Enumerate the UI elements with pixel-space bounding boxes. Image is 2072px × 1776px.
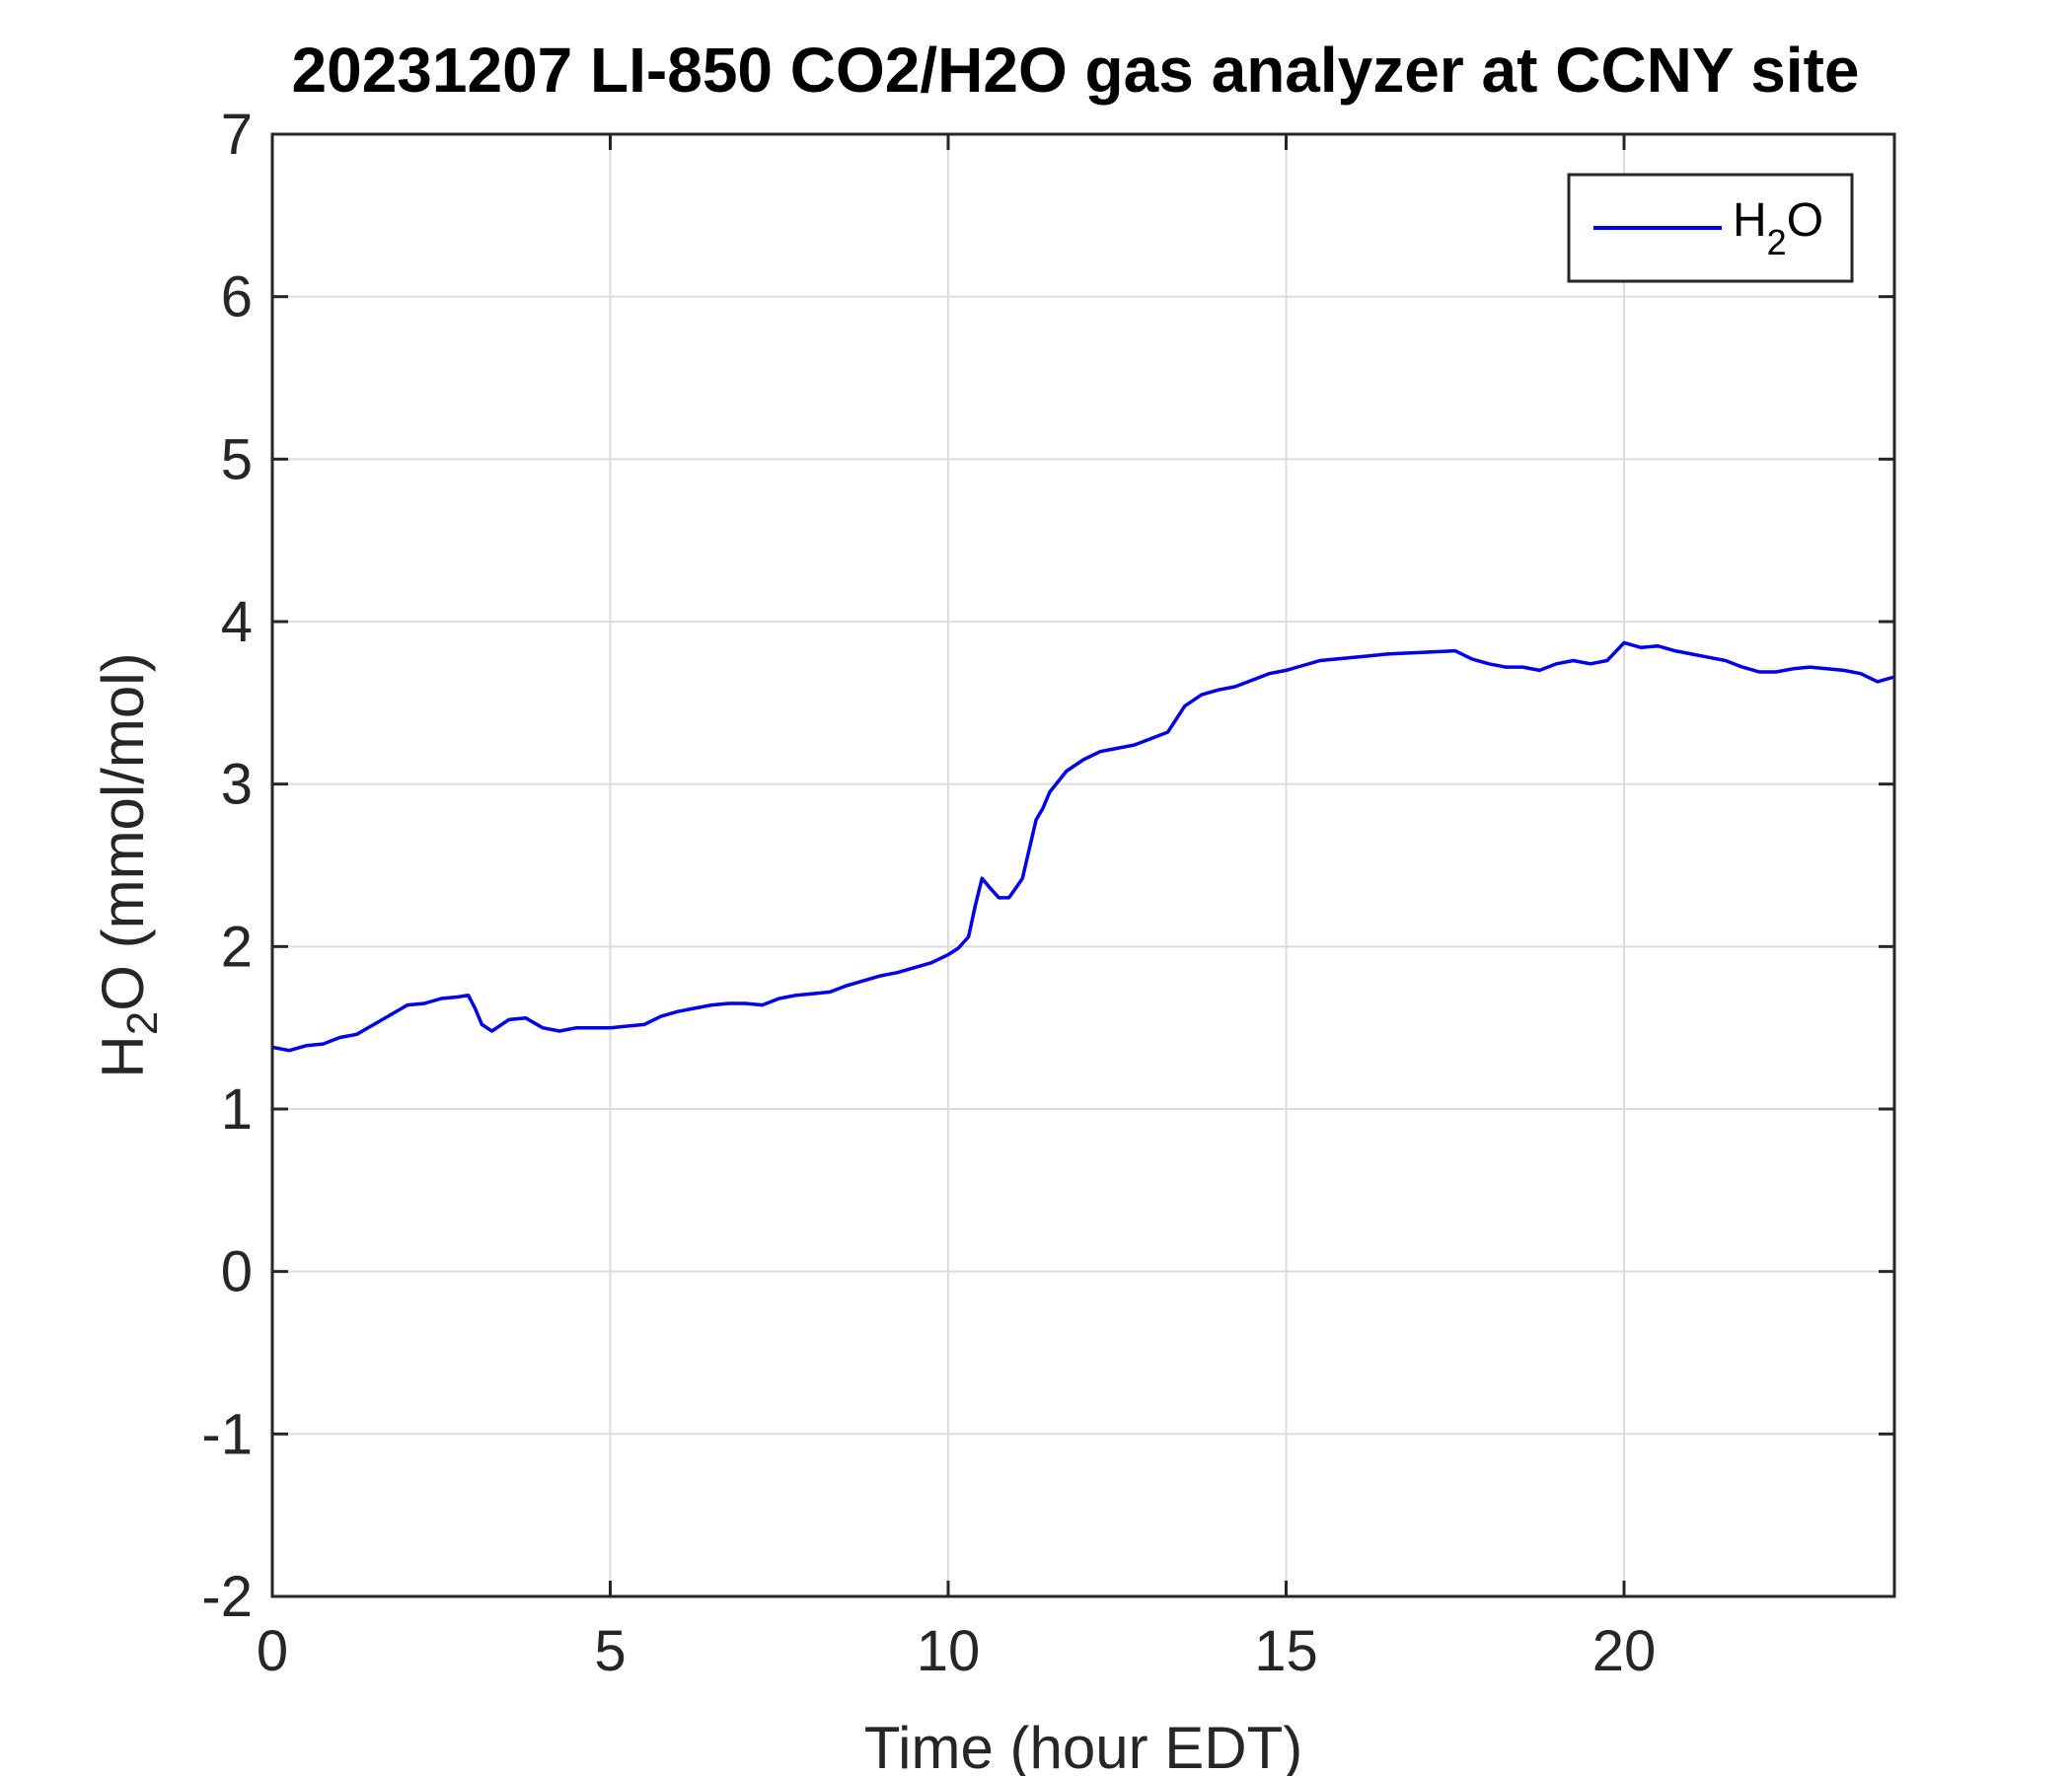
legend-label: H2O: [1733, 194, 1823, 262]
y-tick-label: 2: [221, 915, 253, 979]
legend-label-tail: O: [1787, 194, 1823, 247]
y-tick-label: -2: [201, 1565, 253, 1629]
y-tick-label: 1: [221, 1077, 253, 1142]
y-tick-label: -1: [201, 1402, 253, 1466]
y-axis-label: H2O (mmol/mol): [90, 652, 167, 1077]
x-tick-label: 20: [1592, 1619, 1657, 1683]
y-axis-label-main: H: [90, 1035, 156, 1077]
y-axis-label-tail: O (mmol/mol): [90, 652, 156, 1010]
y-tick-label: 4: [221, 590, 253, 654]
series-layer: [271, 640, 1895, 1053]
y-tick-label: 0: [221, 1240, 253, 1304]
x-axis-label: Time (hour EDT): [864, 1715, 1303, 1776]
chart-title: 20231207 LI-850 CO2/H2O gas analyzer at …: [292, 35, 1860, 106]
x-tick-label: 15: [1254, 1619, 1318, 1683]
y-tick-label: 6: [221, 265, 253, 330]
legend: H2O: [1567, 173, 1854, 283]
x-tick-label: 5: [594, 1619, 626, 1683]
legend-label-subscript: 2: [1767, 222, 1787, 262]
y-tick-label: 5: [221, 427, 253, 491]
x-tick-label: 10: [917, 1619, 981, 1683]
y-axis-label-subscript: 2: [118, 1011, 167, 1035]
y-tick-label: 3: [221, 753, 253, 817]
y-tick-label: 7: [221, 103, 253, 167]
tick-layer: 0 5 10 15 20 -2 -1 0 1 2 3 4 5 6 7: [201, 103, 1894, 1683]
legend-label-main: H: [1733, 194, 1767, 247]
x-tick-label: 0: [257, 1619, 288, 1683]
series-line-h2o: [271, 640, 1895, 1053]
plot-area-frame: [270, 132, 1896, 1598]
